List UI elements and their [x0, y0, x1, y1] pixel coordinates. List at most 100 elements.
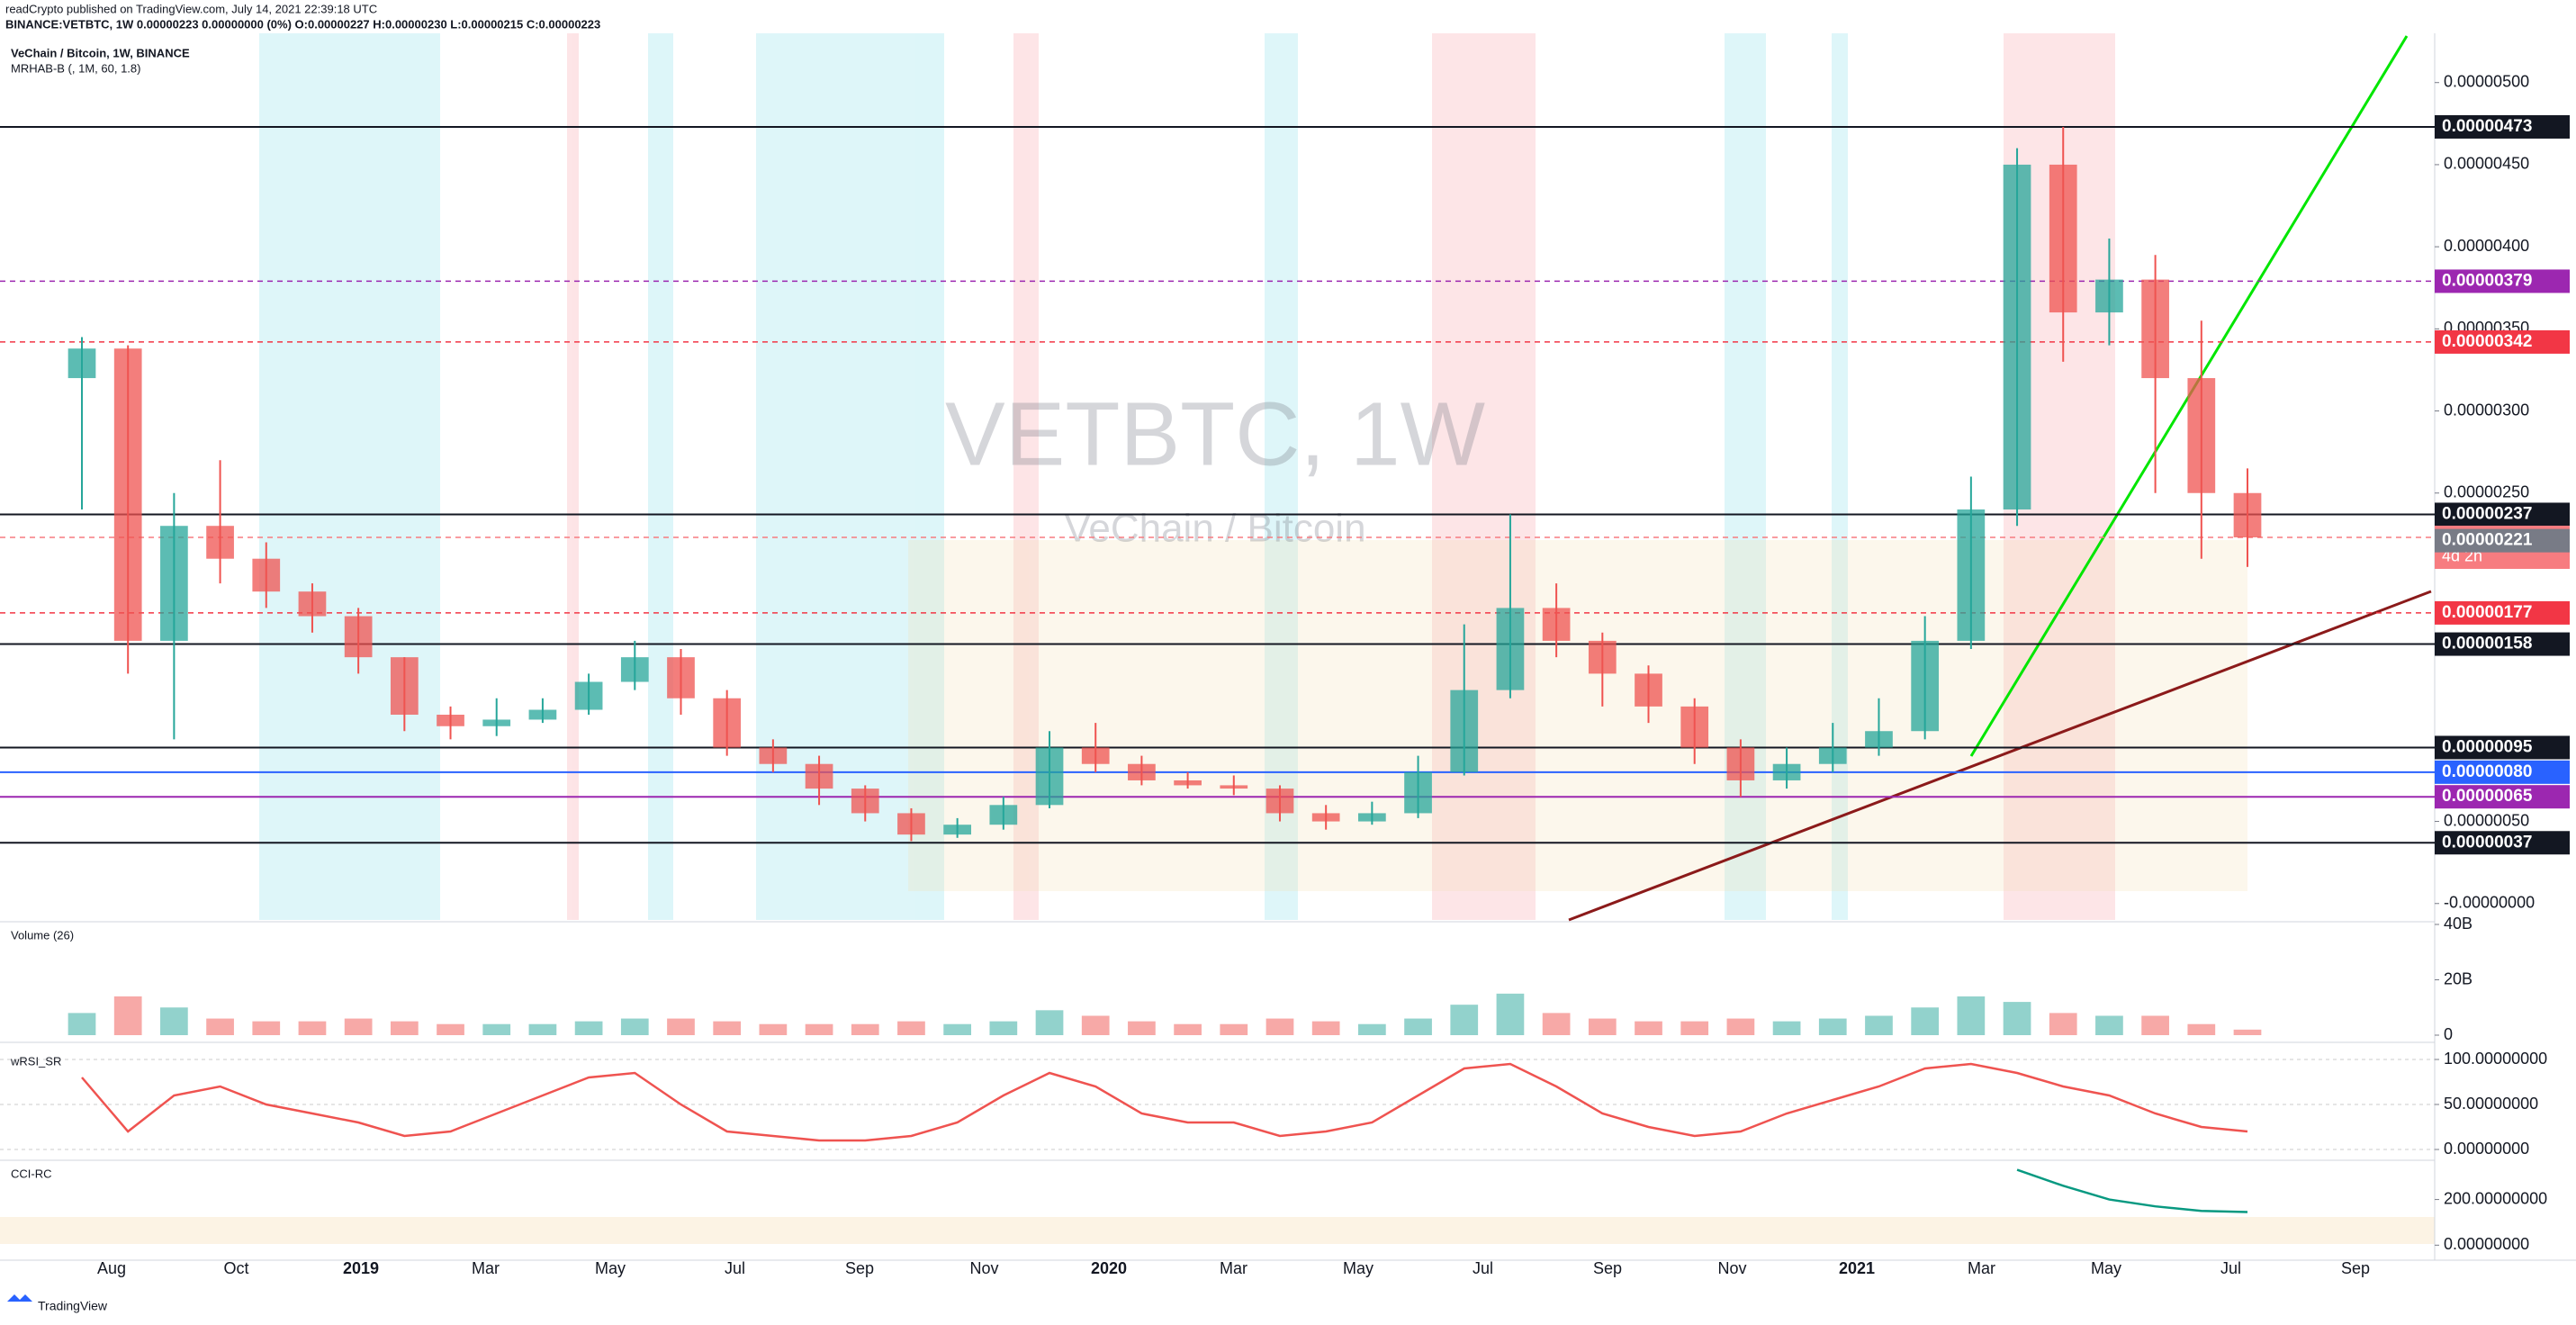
volume-bar — [298, 1021, 327, 1035]
volume-bar — [1311, 1021, 1340, 1035]
volume-bar — [437, 1023, 464, 1035]
legend-title: VeChain / Bitcoin, 1W, BINANCE — [11, 46, 190, 59]
y-tick-label: 100.00000000 — [2444, 1050, 2547, 1068]
volume-bar — [759, 1023, 788, 1035]
candle-body — [759, 747, 788, 764]
cyan-band — [1832, 33, 1848, 920]
price-label: 0.00000237 — [2442, 504, 2532, 523]
volume-bar — [1911, 1007, 1940, 1035]
candle-body — [1588, 640, 1617, 674]
candle-body — [1450, 690, 1479, 772]
x-tick-label: Oct — [223, 1259, 248, 1277]
y-tick-label: 0.00000000 — [2444, 1140, 2529, 1158]
candle-body — [1726, 747, 1755, 780]
y-tick-label: 50.00000000 — [2444, 1095, 2538, 1113]
volume-bar — [1588, 1018, 1617, 1035]
price-label: 0.00000080 — [2442, 762, 2532, 781]
x-tick-label: Mar — [472, 1259, 500, 1277]
x-tick-label: May — [595, 1259, 626, 1277]
candle-body — [2233, 492, 2262, 537]
y-tick-label: 40B — [2444, 915, 2472, 933]
x-tick-label: Mar — [1968, 1259, 1995, 1277]
volume-bar — [574, 1021, 603, 1035]
volume-bar — [943, 1023, 971, 1035]
volume-bar — [1680, 1021, 1709, 1035]
price-label: 0.00000379 — [2442, 271, 2532, 290]
x-tick-label: Sep — [1593, 1259, 1622, 1277]
price-label: 0.00000158 — [2442, 635, 2532, 653]
price-label: 0.00000177 — [2442, 603, 2532, 622]
volume-bar — [2095, 1015, 2123, 1035]
candle-body — [482, 719, 511, 726]
candle-body — [2141, 279, 2169, 379]
volume-bar — [1772, 1021, 1801, 1035]
x-tick-label: Nov — [1717, 1259, 1746, 1277]
volume-bar — [1635, 1021, 1662, 1035]
price-label-bg — [2435, 502, 2570, 527]
volume-bar — [1818, 1018, 1847, 1035]
price-label: 0.00000221 — [2442, 531, 2533, 550]
volume-bar — [2141, 1015, 2169, 1035]
candle-body — [68, 348, 96, 379]
candle-body — [805, 763, 833, 789]
candle-body — [1174, 780, 1202, 786]
candle-body — [1911, 640, 1940, 732]
price-label-bg — [2435, 735, 2570, 760]
x-tick-label: Jul — [2220, 1259, 2241, 1277]
candle-body — [667, 657, 695, 699]
y-tick-label: 0.00000000 — [2444, 1235, 2529, 1253]
volume-bar — [1542, 1013, 1571, 1035]
volume-bar — [1957, 996, 1986, 1035]
price-label-bg — [2435, 785, 2570, 809]
candle-body — [1680, 706, 1709, 748]
candle-body — [851, 789, 879, 814]
price-label-bg — [2435, 632, 2570, 656]
x-tick-label: 2021 — [1839, 1259, 1875, 1277]
volume-bar — [528, 1023, 557, 1035]
volume-bar — [1128, 1021, 1156, 1035]
x-tick-label: Jul — [1473, 1259, 1493, 1277]
candle-body — [897, 813, 925, 835]
candle-body — [390, 657, 419, 715]
y-tick-label: 0.00000450 — [2444, 155, 2529, 173]
volume-bar — [344, 1018, 373, 1035]
price-label: 0.00000037 — [2442, 833, 2532, 852]
price-label-bg — [2435, 528, 2570, 553]
volume-bar — [1358, 1023, 1386, 1035]
candle-body — [252, 558, 281, 592]
candle-body — [620, 657, 649, 682]
y-tick-label: 200.00000000 — [2444, 1189, 2547, 1207]
x-tick-label: 2020 — [1091, 1259, 1127, 1277]
price-label-bg — [2435, 269, 2570, 293]
candle-body — [1311, 813, 1340, 822]
volume-bar — [1265, 1018, 1294, 1035]
candle-body — [989, 805, 1018, 825]
trend-line — [1568, 590, 2432, 922]
y-tick-label: 0.00000400 — [2444, 237, 2529, 255]
price-label: 0.00000342 — [2442, 332, 2532, 351]
candle-body — [113, 348, 142, 641]
cci-band — [0, 1217, 2435, 1244]
candle-body — [1865, 731, 1893, 748]
x-tick-label: Aug — [97, 1259, 126, 1277]
candle-body — [344, 616, 373, 658]
price-label: 0.00000095 — [2442, 737, 2533, 756]
candle-body — [1358, 813, 1386, 822]
symbol-line: BINANCE:VETBTC, 1W 0.00000223 0.00000000… — [5, 17, 600, 31]
candle-body — [437, 714, 464, 726]
y-tick-label: 0.00000250 — [2444, 482, 2529, 500]
volume-bar — [482, 1023, 511, 1035]
volume-bar — [160, 1007, 188, 1035]
volume-bar — [68, 1013, 96, 1035]
candle-body — [1404, 771, 1432, 814]
x-tick-label: Mar — [1220, 1259, 1247, 1277]
candle-body — [2187, 378, 2216, 493]
cyan-band — [648, 33, 673, 920]
volume-bar — [897, 1021, 925, 1035]
x-tick-label: Sep — [845, 1259, 874, 1277]
y-tick-label: 0.00000300 — [2444, 401, 2529, 419]
volume-bar — [390, 1021, 419, 1035]
price-label-bg — [2435, 329, 2570, 354]
red-band — [567, 33, 579, 920]
